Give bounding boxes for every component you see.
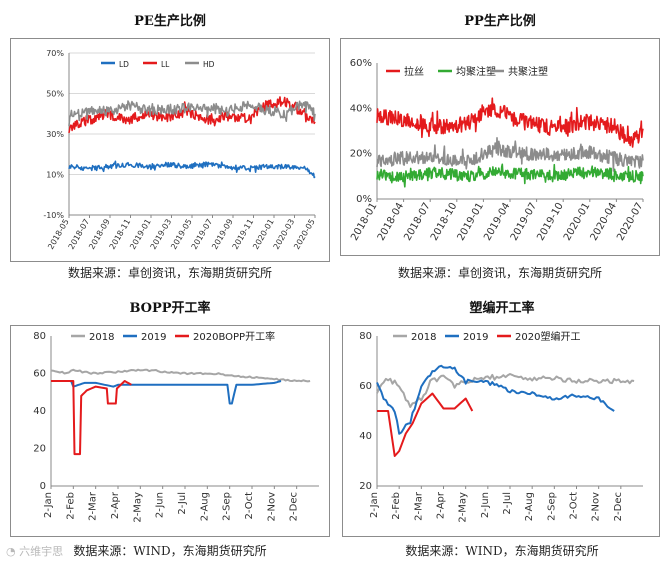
chart-title: 塑编开工率 xyxy=(469,301,535,316)
x-tick-label: 2-May xyxy=(458,492,469,523)
x-tick-label: 2018-04 xyxy=(376,201,406,243)
chart-source: 数据来源：WIND，东海期货研究所 xyxy=(73,544,267,558)
chart-source: 数据来源：卓创资讯，东海期货研究所 xyxy=(397,266,602,280)
x-tick-label: 2-Jan xyxy=(369,492,380,518)
y-tick-label: 20 xyxy=(33,444,46,455)
watermark-logo: ◔ 六维宇思 xyxy=(6,545,64,558)
legend-label: 2019 xyxy=(463,332,488,343)
chart-title: PE生产比例 xyxy=(134,14,206,29)
series-line xyxy=(376,373,635,408)
x-tick-label: 2-Dec xyxy=(613,492,624,521)
series-line xyxy=(51,380,132,456)
y-tick-label: 80 xyxy=(359,331,372,342)
x-tick-label: 2-Jun xyxy=(480,492,491,518)
x-tick-label: 2-Jan xyxy=(43,492,54,518)
x-tick-label: 2018-01 xyxy=(349,201,379,243)
chart-frame: 0 20 40 60 80 2-Jan 2-Feb 2-Mar 2-Apr 2-May 2-Jun 2… xyxy=(10,325,330,537)
chart-frame: 0% 20% 40% 60% 2018-01 2018-04 2018-07 2018-10 2… xyxy=(340,38,660,256)
chart-source: 数据来源：卓创资讯，东海期货研究所 xyxy=(67,266,272,280)
x-tick-label: 2019-04 xyxy=(482,201,512,243)
y-tick-label: 0% xyxy=(356,194,372,205)
series-line xyxy=(376,163,644,188)
x-tick-label: 2-May xyxy=(132,492,143,523)
x-tick-label: 2020-07 xyxy=(615,201,645,243)
y-tick-label: 80 xyxy=(33,331,46,342)
y-tick-label: 60 xyxy=(33,369,46,380)
y-tick-label: -10% xyxy=(43,211,64,220)
pp-chart-panel: PP生产比例 0% 20% 40% 60% 2018-01 2018-04 2018-07 2… xyxy=(338,0,662,285)
legend-label: LD xyxy=(119,60,129,69)
chart-title: PP生产比例 xyxy=(464,14,536,29)
series-line xyxy=(377,392,474,457)
x-tick-label: 2020-04 xyxy=(589,201,619,243)
x-tick-label: 2-Apr xyxy=(110,491,121,519)
series-line xyxy=(376,364,615,435)
x-tick-label: 2-Aug xyxy=(524,492,535,521)
y-tick-label: 40 xyxy=(359,431,372,442)
legend-label: 拉丝 xyxy=(404,65,424,78)
y-tick-label: 40% xyxy=(350,103,372,114)
pp-chart-svg: 0%20%40%60%2018-012018-042018-072018-102… xyxy=(349,58,645,243)
y-tick-label: 0 xyxy=(40,481,46,492)
x-tick-label: 2-Oct xyxy=(569,492,580,520)
chart-frame: 20 40 60 80 2-Jan 2-Feb 2-Mar 2-Apr 2-May 2-Jun 2-… xyxy=(342,325,660,537)
x-tick-label: 2019-10 xyxy=(535,201,565,243)
series-line xyxy=(376,137,644,172)
y-tick-label: 20 xyxy=(359,481,372,492)
x-tick-label: 2018-10 xyxy=(429,201,459,243)
x-tick-label: 2-Mar xyxy=(88,491,99,521)
legend-label: HD xyxy=(203,60,215,69)
pe-chart-panel: PE生产比例 -10% 10% 30% 50% 70% 2018-05 2018-07 201… xyxy=(8,0,332,285)
x-tick-label: 2-Mar xyxy=(413,491,424,521)
y-tick-label: 10% xyxy=(46,171,64,180)
pe-chart-svg: -10%10%30%50%70%2018-052018-072018-09201… xyxy=(43,49,316,251)
y-tick-label: 30% xyxy=(46,130,64,139)
x-tick-label: 2-Sep xyxy=(546,492,557,521)
x-tick-label: 2-Apr xyxy=(436,491,447,519)
x-tick-label: 2020-01 xyxy=(562,201,592,243)
series-line xyxy=(51,380,282,405)
legend-label: 2018 xyxy=(411,332,436,343)
x-tick-label: 2-Nov xyxy=(591,492,602,522)
chart-source: 数据来源：WIND，东海期货研究所 xyxy=(405,544,599,558)
x-tick-label: 2-Feb xyxy=(65,492,76,520)
series-line xyxy=(68,96,316,134)
x-tick-label: 2018-07 xyxy=(402,201,432,243)
legend-label: 2020塑编开工 xyxy=(515,330,580,343)
chart-title: BOPP开工率 xyxy=(129,301,211,316)
x-tick-label: 2019-07 xyxy=(509,201,539,243)
x-tick-label: 2-Aug xyxy=(199,492,210,521)
y-tick-label: 60% xyxy=(350,58,372,69)
legend-label: 共聚注塑 xyxy=(508,65,548,78)
bopp-chart-svg: 0 20 40 60 80 2-Jan 2-Feb 2-Mar 2-Apr 2-May 2-Jun 2… xyxy=(33,330,319,523)
series-line xyxy=(68,160,316,179)
sb-chart-panel: 塑编开工率 20 40 60 80 2-Jan 2-Feb 2-Mar 2-Apr 2-May 2… xyxy=(340,290,664,562)
x-tick-label: 2-Jun xyxy=(155,492,166,518)
legend-label: LL xyxy=(161,60,170,69)
y-tick-label: 40 xyxy=(33,406,46,417)
legend-label: 2020BOPP开工率 xyxy=(193,330,275,343)
x-tick-label: 2-Feb xyxy=(391,492,402,520)
x-tick-label: 2-Oct xyxy=(244,492,255,520)
x-tick-label: 2-Sep xyxy=(222,492,233,521)
legend-label: 2018 xyxy=(89,332,114,343)
series-line xyxy=(376,97,644,148)
x-tick-label: 2-Dec xyxy=(289,492,300,521)
y-tick-label: 60 xyxy=(359,381,372,392)
legend-label: 均聚注塑 xyxy=(456,65,496,78)
series-line xyxy=(68,100,316,126)
y-tick-label: 20% xyxy=(350,149,372,160)
x-tick-label: 2-Jul xyxy=(502,492,513,515)
bopp-chart-panel: BOPP开工率 0 20 40 60 80 2-Jan 2-Feb 2-Mar 2-Apr 2-M… xyxy=(8,290,332,562)
sb-chart-svg: 20 40 60 80 2-Jan 2-Feb 2-Mar 2-Apr 2-May 2-Jun 2-… xyxy=(359,330,643,523)
x-tick-label: 2-Nov xyxy=(266,492,277,522)
x-tick-label: 2-Jul xyxy=(177,492,188,515)
x-tick-label: 2019-01 xyxy=(456,201,486,243)
legend-label: 2019 xyxy=(141,332,166,343)
series-line xyxy=(50,368,311,383)
chart-frame: -10% 10% 30% 50% 70% 2018-05 2018-07 2018-09 201… xyxy=(10,38,330,262)
y-tick-label: 70% xyxy=(46,49,64,58)
y-tick-label: 50% xyxy=(46,90,64,99)
